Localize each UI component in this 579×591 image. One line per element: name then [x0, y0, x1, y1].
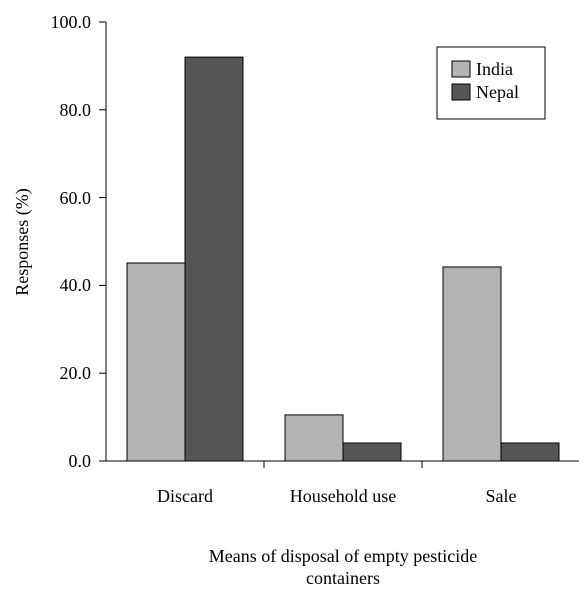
y-tick-label: 60.0 [59, 187, 92, 208]
bar [126, 262, 186, 462]
legend-swatch [451, 83, 471, 101]
legend-label: India [476, 59, 513, 79]
x-axis-title: Means of disposal of empty pesticide con… [208, 546, 478, 588]
y-tick-label: 0.0 [68, 451, 92, 471]
y-tick-label: 100.0 [50, 12, 92, 32]
y-tick-label: 80.0 [59, 99, 92, 120]
y-tick-label: 20.0 [59, 363, 92, 384]
legend-swatch [451, 60, 471, 78]
x-tick-label: Household use [289, 486, 397, 506]
legend-label: Nepal [476, 82, 519, 102]
bar [500, 442, 560, 462]
bar [284, 414, 344, 462]
bar [184, 56, 244, 462]
x-tick-label: Discard [157, 486, 213, 506]
legend-box [436, 46, 546, 120]
bar [342, 442, 402, 462]
y-tick-label: 40.0 [59, 275, 92, 296]
x-tick-label: Sale [485, 486, 517, 506]
bar [442, 266, 502, 462]
